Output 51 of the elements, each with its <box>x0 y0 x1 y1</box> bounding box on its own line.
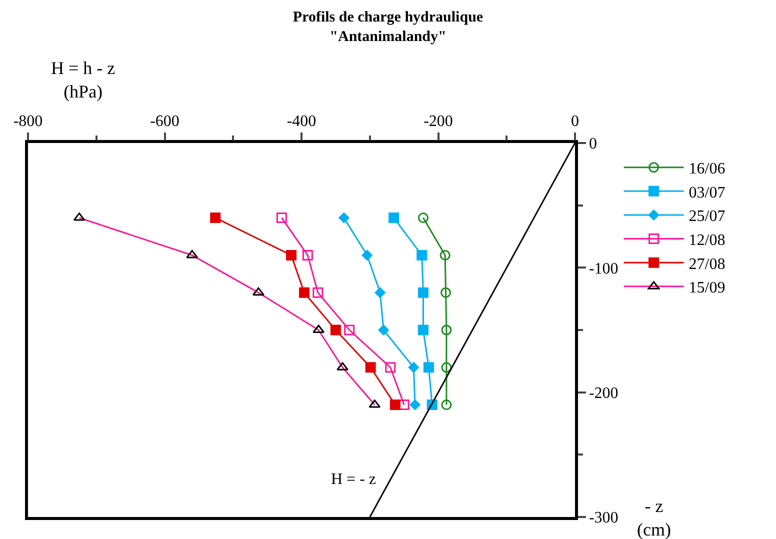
point <box>416 250 428 260</box>
point <box>362 250 372 260</box>
legend-label: 03/07 <box>688 184 726 202</box>
legend-label: 25/07 <box>688 208 726 226</box>
legend-label: 16/06 <box>688 160 726 178</box>
x-tick-label: -600 <box>150 112 180 130</box>
point <box>344 324 355 336</box>
point <box>440 250 450 260</box>
point <box>423 362 434 373</box>
point <box>418 212 428 224</box>
point <box>378 324 389 336</box>
point <box>330 324 341 336</box>
chart-title: Profils de charge hydraulique "Antanimalandy" <box>292 10 484 46</box>
point <box>338 212 350 224</box>
point <box>408 362 419 373</box>
y-tick-label: -100 <box>588 260 618 278</box>
point <box>390 400 400 410</box>
point <box>336 362 348 370</box>
point <box>302 250 313 260</box>
point <box>418 324 428 336</box>
legend-label: 12/08 <box>688 232 726 250</box>
point <box>441 362 452 373</box>
point <box>210 212 221 224</box>
x-tick-label: -200 <box>424 112 453 130</box>
x-axis-title: H = h - z (hPa) <box>51 58 116 102</box>
point <box>298 287 310 298</box>
y-axis-title: - z (cm) <box>637 496 671 539</box>
point <box>286 250 296 260</box>
annotation: H = - z <box>331 471 376 488</box>
legend-label: 15/09 <box>688 280 726 297</box>
point <box>276 212 287 224</box>
point <box>418 287 428 298</box>
point <box>252 287 264 296</box>
point <box>440 287 452 298</box>
point <box>186 250 198 258</box>
y-tick-label: 0 <box>588 136 597 153</box>
point <box>441 324 452 336</box>
x-tick-label: 0 <box>571 112 579 130</box>
y-tick-label: -200 <box>588 384 618 402</box>
point <box>312 287 324 298</box>
legend-label: 27/08 <box>688 256 726 273</box>
x-tick-label: -400 <box>286 112 316 130</box>
point <box>441 400 452 410</box>
point <box>365 362 376 373</box>
point <box>410 400 420 410</box>
point <box>398 400 410 410</box>
point <box>388 212 400 224</box>
point <box>374 287 386 298</box>
point <box>385 362 396 373</box>
y-tick-label: -300 <box>588 510 618 527</box>
x-tick-label: -800 <box>13 112 43 130</box>
